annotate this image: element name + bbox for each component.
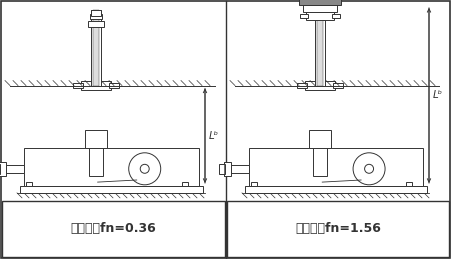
Bar [303,5,337,12]
Bar [6,165,24,173]
Bar [219,164,225,174]
Bar [299,0,341,5]
Bar [300,14,308,18]
Bar [297,83,307,88]
Bar [305,81,335,90]
Bar [182,182,188,186]
Bar [333,83,343,88]
Bar [245,186,427,193]
Bar [0,162,6,176]
Bar [309,130,331,148]
Bar [249,148,423,186]
Text: Lᵇ: Lᵇ [433,90,443,100]
Bar [227,201,449,257]
Bar [317,20,323,85]
Bar [231,165,249,173]
Bar [73,83,83,88]
Bar [2,201,225,257]
Text: Lᵇ: Lᵇ [209,131,219,141]
Bar [90,14,101,19]
Bar [224,162,231,176]
Bar [313,148,327,176]
Bar [91,10,101,85]
Bar [24,148,199,186]
Bar [315,20,325,85]
Bar [89,148,103,176]
Bar [85,130,106,148]
Text: 轴端支撑fn=1.56: 轴端支撑fn=1.56 [295,222,381,235]
Bar [26,182,32,186]
Bar [251,182,257,186]
Bar [109,83,119,88]
Text: 轴端自由fn=0.36: 轴端自由fn=0.36 [71,222,156,235]
Bar [91,10,101,16]
Bar [87,21,104,27]
Bar [92,10,99,85]
Bar [306,12,334,20]
Bar [20,186,203,193]
Bar [406,182,412,186]
Bar [332,14,340,18]
Bar [81,81,110,90]
